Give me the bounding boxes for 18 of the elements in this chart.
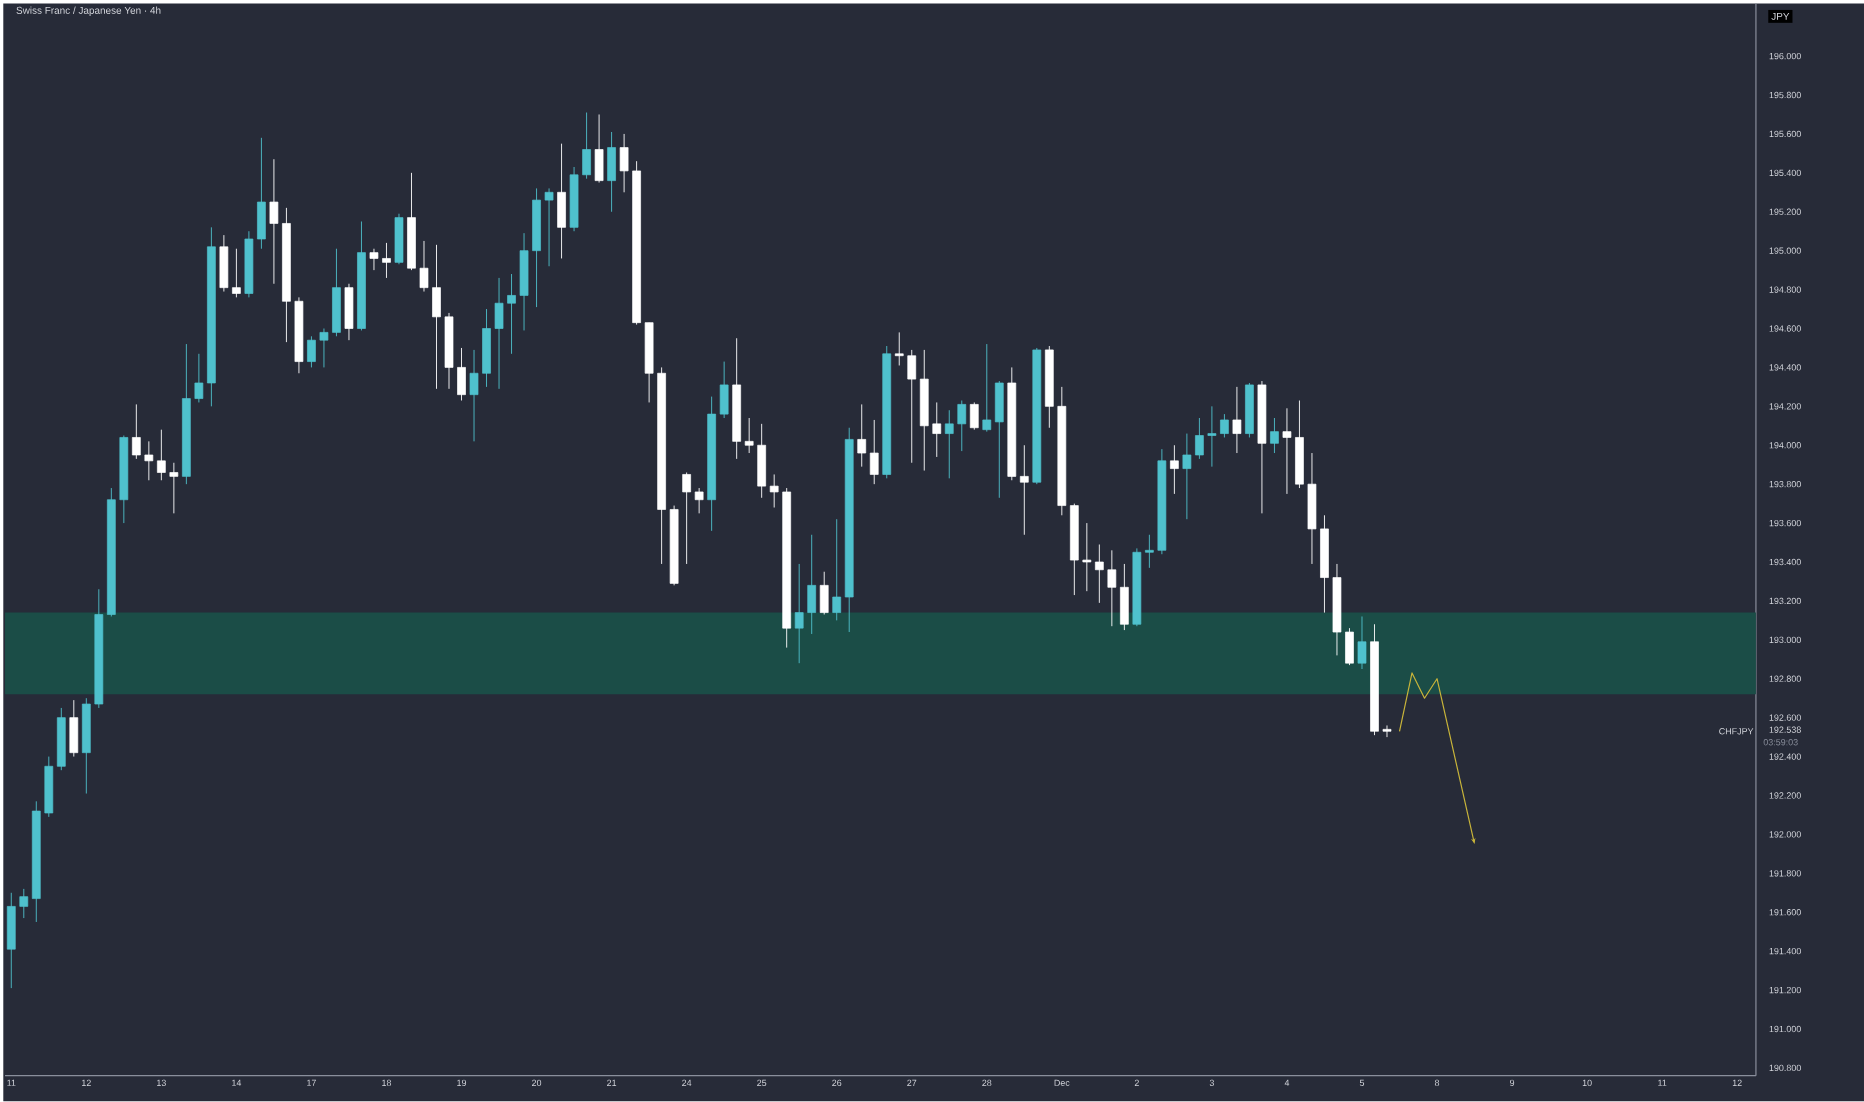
candlestick bbox=[69, 699, 79, 758]
candlestick bbox=[969, 402, 979, 431]
candlestick bbox=[1019, 444, 1029, 536]
candlestick bbox=[1270, 417, 1279, 454]
candlestick bbox=[1170, 444, 1179, 495]
candlestick bbox=[557, 143, 566, 260]
candlestick bbox=[1232, 386, 1242, 454]
candlestick bbox=[819, 571, 829, 616]
candlestick bbox=[982, 343, 992, 433]
candlestick bbox=[869, 419, 879, 485]
candlestick bbox=[394, 213, 404, 265]
candlestick bbox=[594, 114, 604, 184]
candlestick bbox=[344, 283, 354, 341]
candlestick bbox=[1357, 616, 1367, 670]
candlestick bbox=[607, 131, 616, 213]
candlestick bbox=[857, 404, 867, 468]
candlestick bbox=[994, 380, 1004, 499]
candlestick bbox=[832, 518, 842, 622]
